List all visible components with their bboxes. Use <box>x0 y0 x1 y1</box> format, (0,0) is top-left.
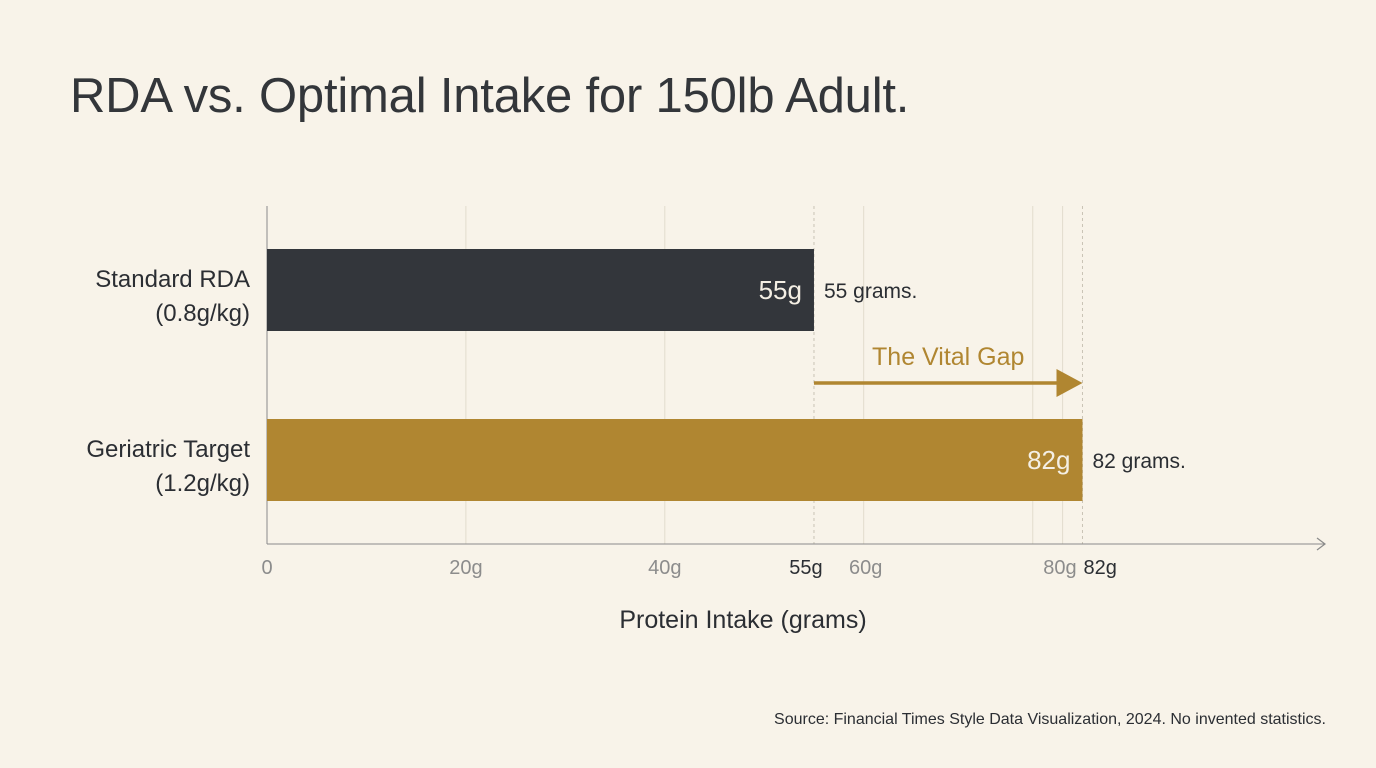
gap-annotation-label: The Vital Gap <box>872 343 1024 371</box>
category-label: Standard RDA <box>95 266 250 293</box>
source-note: Source: Financial Times Style Data Visua… <box>774 711 1326 728</box>
x-axis-arrowhead <box>1316 537 1326 551</box>
category-label: (1.2g/kg) <box>155 470 250 497</box>
bar-outside-label: 55 grams. <box>824 280 917 303</box>
bar <box>267 249 814 331</box>
x-tick-label: 82g <box>1083 557 1116 579</box>
bar-value-label: 55g <box>759 275 802 305</box>
x-axis-title: Protein Intake (grams) <box>619 606 866 634</box>
category-label: (0.8g/kg) <box>155 300 250 327</box>
x-tick-label: 0 <box>261 557 272 579</box>
bar <box>267 419 1083 501</box>
bar-outside-label: 82 grams. <box>1092 450 1185 473</box>
bar-value-label: 82g <box>1027 445 1070 475</box>
x-tick-label: 20g <box>449 557 482 579</box>
category-label: Geriatric Target <box>86 436 250 463</box>
x-tick-label: 80g <box>1043 557 1076 579</box>
gap-arrow-head <box>1056 369 1083 397</box>
chart-title: RDA vs. Optimal Intake for 150lb Adult. <box>70 69 910 123</box>
x-tick-label: 40g <box>648 557 681 579</box>
x-tick-label: 60g <box>849 557 882 579</box>
x-tick-label: 55g <box>789 557 822 579</box>
